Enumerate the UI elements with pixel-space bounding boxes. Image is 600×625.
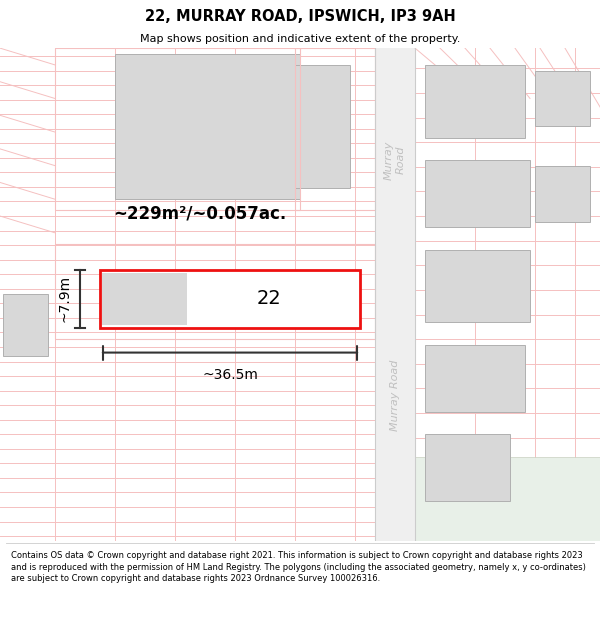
Bar [425, 434, 510, 501]
Bar [425, 160, 530, 228]
Bar [102, 273, 187, 324]
Bar [425, 65, 525, 138]
Bar [535, 166, 590, 222]
Bar [295, 65, 350, 188]
Text: Map shows position and indicative extent of the property.: Map shows position and indicative extent… [140, 34, 460, 44]
Text: 22: 22 [257, 289, 281, 308]
Text: Murray Road: Murray Road [390, 359, 400, 431]
Bar [115, 54, 300, 199]
Text: ~229m²/~0.057ac.: ~229m²/~0.057ac. [113, 205, 287, 222]
Text: 22, MURRAY ROAD, IPSWICH, IP3 9AH: 22, MURRAY ROAD, IPSWICH, IP3 9AH [145, 9, 455, 24]
Bar [415, 457, 600, 541]
Bar [375, 48, 415, 541]
Text: ~7.9m: ~7.9m [58, 275, 72, 322]
Bar [100, 270, 360, 328]
Bar [535, 71, 590, 126]
Bar [55, 244, 375, 339]
Bar [295, 48, 375, 211]
Bar [425, 249, 530, 322]
Bar [425, 345, 525, 412]
Text: Contains OS data © Crown copyright and database right 2021. This information is : Contains OS data © Crown copyright and d… [11, 551, 586, 583]
Bar [100, 270, 360, 328]
Bar [3, 294, 48, 356]
Text: Murray
Road: Murray Road [384, 141, 406, 180]
Bar [55, 48, 300, 211]
Text: ~36.5m: ~36.5m [202, 368, 258, 382]
